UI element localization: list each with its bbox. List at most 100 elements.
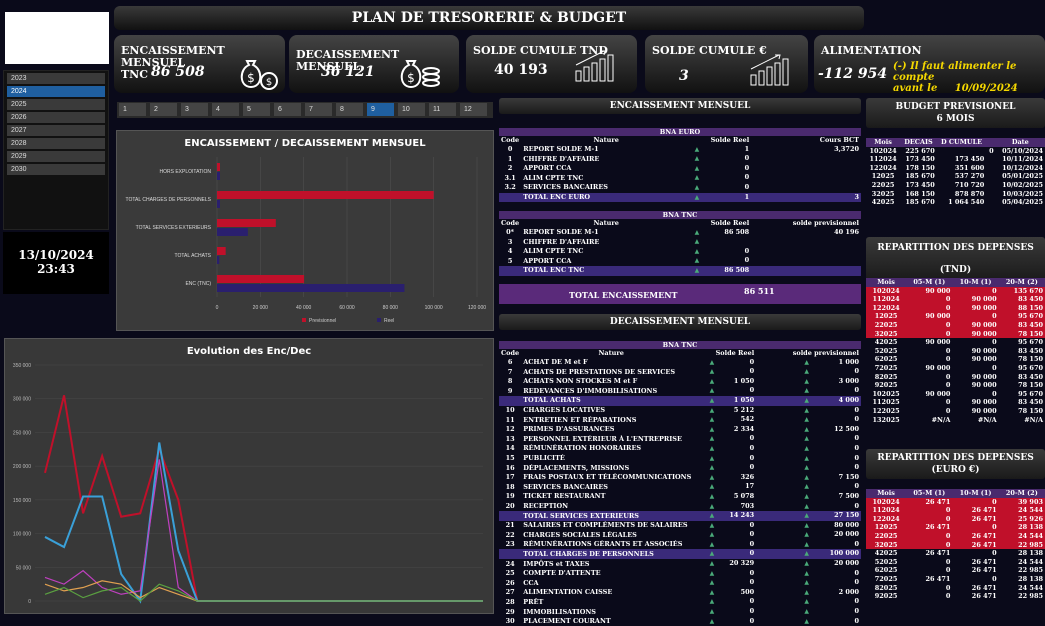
- month-11[interactable]: 11: [429, 103, 456, 116]
- year-selector[interactable]: 2023 2024 2025 2026 2027 2028 2029 2030: [3, 70, 109, 230]
- up-arrow-icon: ▲: [709, 368, 715, 376]
- nature-cell: APPORT CCA: [523, 164, 572, 173]
- month-3[interactable]: 3: [181, 103, 208, 116]
- table-row: 52025 0 26 471 24 544: [866, 558, 1045, 567]
- month-4[interactable]: 4: [212, 103, 239, 116]
- year-2025[interactable]: 2025: [7, 99, 105, 110]
- bar-previsionnel: [217, 163, 220, 171]
- cell: 90 000: [906, 312, 953, 321]
- month-2[interactable]: 2: [150, 103, 177, 116]
- month-9[interactable]: 9: [367, 103, 394, 116]
- cell: 112024: [866, 506, 907, 515]
- month-5[interactable]: 5: [243, 103, 270, 116]
- table-row: 72025 26 471 0 28 138: [866, 575, 1045, 584]
- up-arrow-icon: ▲: [709, 492, 715, 500]
- prev-cell: [751, 183, 861, 193]
- code-cell: 30: [505, 617, 515, 626]
- table-row: 52025 0 90 000 83 450: [866, 347, 1045, 356]
- solde-reel-cell: ▲ 5 212: [701, 406, 756, 416]
- up-arrow-icon: ▲: [804, 416, 809, 424]
- table-row: 6 ACHAT DE M et F ▲ 0 ▲ 1 000: [499, 358, 861, 368]
- year-2023[interactable]: 2023: [7, 73, 105, 84]
- table-row: 82025 0 26 471 24 544: [866, 584, 1045, 593]
- prev-cell: [751, 247, 861, 257]
- bar-previsionnel: [217, 191, 434, 199]
- value: 2 334: [733, 424, 755, 433]
- cell: 0: [945, 398, 951, 407]
- cell: [986, 172, 995, 181]
- table-row: 102024 225 670 0 05/10/2024: [866, 147, 1045, 156]
- cell: 112024: [866, 295, 907, 304]
- month-12[interactable]: 12: [460, 103, 487, 116]
- column-header: solde previsionnel: [792, 219, 859, 227]
- total-enc-label: TOTAL ENCAISSEMENT: [569, 290, 678, 300]
- month-8[interactable]: 8: [336, 103, 363, 116]
- table-row: TOTAL CHARGES DE PERSONNELS ▲ 0 ▲ 100 000: [499, 549, 861, 560]
- value: 0: [749, 367, 755, 376]
- code-cell: [499, 511, 521, 521]
- cell: 122024: [869, 163, 897, 172]
- nature-cell: ALIM CPTE TNC: [523, 247, 584, 256]
- column-header: 20-M (2): [998, 489, 1045, 498]
- up-arrow-icon: ▲: [709, 454, 715, 462]
- value: 14 243: [729, 511, 755, 520]
- value: 86 508: [724, 227, 750, 236]
- cell: 0: [992, 549, 997, 558]
- year-2024[interactable]: 2024: [7, 86, 105, 97]
- table-row: 92025 0 26 471 22 985: [866, 592, 1045, 601]
- nature-cell: TICKET RESTAURANT: [523, 492, 606, 501]
- value: 0: [744, 246, 750, 255]
- cell: 10/12/2024: [1002, 163, 1043, 172]
- year-2029[interactable]: 2029: [7, 151, 105, 162]
- cell: 32025: [871, 189, 895, 198]
- cell: 26 471: [952, 531, 999, 541]
- month-7[interactable]: 7: [305, 103, 332, 116]
- y-tick-label: 250 000: [13, 430, 31, 436]
- prev-cell: ▲ 0: [756, 367, 861, 377]
- table-row: 8 ACHATS NON STOCKES M et F ▲ 1 050 ▲ 3 000: [499, 377, 861, 387]
- cell: 82025: [874, 372, 898, 381]
- table-row: 12 PRIMES D'ASSURANCES ▲ 2 334 ▲ 12 500: [499, 425, 861, 435]
- up-arrow-icon: ▲: [709, 473, 715, 481]
- code-cell: 9: [507, 386, 513, 395]
- table-row: 5 APPORT CCA ▲ 0: [499, 256, 861, 266]
- table-row: 7 ACHATS DE PRESTATIONS DE SERVICES ▲ 0 ▲ 0: [499, 367, 861, 377]
- cell: 24 544: [1018, 557, 1043, 566]
- up-arrow-icon: ▲: [709, 416, 715, 424]
- code-cell: 6: [507, 358, 513, 367]
- cell: 0: [906, 295, 953, 304]
- solde-reel-cell: ▲ 0: [691, 154, 751, 164]
- year-2028[interactable]: 2028: [7, 138, 105, 149]
- up-arrow-icon: ▲: [709, 464, 715, 472]
- table-row: 12025 185 670 537 270 05/01/2025: [866, 172, 1045, 181]
- header-row: Code Nature Solde Reel Cours BCT: [499, 136, 861, 145]
- cell: 0: [952, 286, 999, 296]
- month-1[interactable]: 1: [119, 103, 146, 116]
- cell: 90 000: [952, 303, 999, 313]
- cell: 0: [906, 320, 953, 330]
- year-2026[interactable]: 2026: [7, 112, 105, 123]
- up-arrow-icon: ▲: [804, 569, 809, 577]
- up-arrow-icon: ▲: [694, 247, 700, 255]
- value: 20 000: [834, 530, 859, 539]
- month-6[interactable]: 6: [274, 103, 301, 116]
- up-arrow-icon: ▲: [709, 521, 715, 529]
- cell: #N/A: [977, 415, 997, 424]
- code-cell: 10: [505, 406, 515, 415]
- solde-reel-cell: ▲: [691, 237, 751, 247]
- year-2030[interactable]: 2030: [7, 164, 105, 175]
- year-2027[interactable]: 2027: [7, 125, 105, 136]
- cell: 90 000: [971, 355, 997, 364]
- prev-cell: [751, 164, 861, 174]
- cell: 28 138: [1018, 549, 1043, 558]
- rep-eur-table: Mois 05-M (1) 10-M (1) 20-M (2) 102024 26 471…: [866, 489, 1045, 601]
- month-10[interactable]: 10: [398, 103, 425, 116]
- nature-cell: CHIFFRE D'AFFAIRE: [523, 237, 600, 246]
- up-arrow-icon: ▲: [694, 174, 700, 182]
- column-header: Code: [501, 136, 520, 144]
- y-tick-label: 200 000: [13, 464, 31, 470]
- cell: 0: [906, 506, 953, 515]
- month-selector[interactable]: 1 2 3 4 5 6 7 8 9 10 11 12: [117, 102, 493, 118]
- table-row: 15 PUBLICITÉ ▲ 0 ▲ 0: [499, 454, 861, 464]
- cell: 12025: [866, 312, 907, 321]
